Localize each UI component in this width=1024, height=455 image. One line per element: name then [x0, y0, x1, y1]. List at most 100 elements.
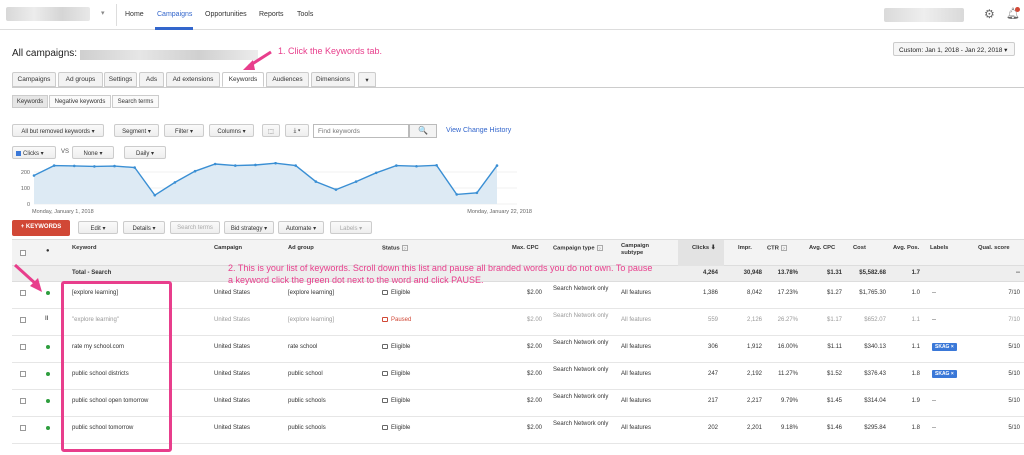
- account-selector[interactable]: [6, 7, 90, 21]
- data-point[interactable]: [72, 164, 76, 168]
- labels-dropdown[interactable]: Labels ▾: [330, 221, 372, 234]
- granularity-dropdown[interactable]: Daily ▾: [124, 146, 166, 159]
- col-campaign-subtype[interactable]: Campaign subtype: [621, 243, 650, 256]
- keyword-cell[interactable]: public school tomorrow: [72, 425, 134, 431]
- edit-dropdown[interactable]: Edit ▾: [78, 221, 118, 234]
- tab-ad-groups[interactable]: Ad groups: [58, 72, 103, 87]
- paused-icon[interactable]: II: [45, 316, 49, 322]
- enabled-status-dot[interactable]: [46, 291, 50, 295]
- data-point[interactable]: [314, 180, 318, 183]
- row-checkbox[interactable]: [20, 371, 26, 377]
- col-ad-group[interactable]: Ad group: [288, 245, 314, 251]
- tab-settings[interactable]: Settings: [104, 72, 137, 87]
- enabled-status-dot[interactable]: [46, 372, 50, 376]
- ad-group-cell[interactable]: rate school: [288, 344, 318, 350]
- speech-bubble-icon[interactable]: [382, 398, 388, 403]
- row-checkbox[interactable]: [20, 317, 26, 323]
- columns-dropdown[interactable]: Columns ▾: [209, 124, 254, 137]
- keyword-search-input[interactable]: Find keywords: [313, 124, 409, 138]
- row-checkbox[interactable]: [20, 425, 26, 431]
- max-cpc-cell[interactable]: $2.00: [526, 290, 542, 296]
- segment-dropdown[interactable]: Segment ▾: [114, 124, 159, 137]
- data-point[interactable]: [153, 193, 157, 197]
- col-labels[interactable]: Labels: [930, 245, 949, 251]
- subtab-search-terms[interactable]: Search terms: [112, 95, 159, 108]
- col-qual-score[interactable]: Qual. score: [978, 245, 1010, 251]
- tab-dimensions[interactable]: Dimensions: [311, 72, 355, 87]
- chart-toggle-icon[interactable]: ⬚: [262, 124, 280, 137]
- search-terms-button[interactable]: Search terms: [170, 221, 220, 234]
- row-checkbox[interactable]: [20, 398, 26, 404]
- tab-more[interactable]: ▾: [358, 72, 376, 87]
- bid-strategy-dropdown[interactable]: Bid strategy ▾: [224, 221, 274, 234]
- add-keywords-button[interactable]: + KEYWORDS: [12, 220, 70, 236]
- enabled-status-dot[interactable]: [46, 399, 50, 403]
- help-icon[interactable]: ?: [401, 245, 408, 251]
- keyword-cell[interactable]: rate my school.com: [72, 344, 125, 350]
- help-icon[interactable]: ?: [780, 245, 787, 251]
- search-icon[interactable]: 🔍: [409, 124, 437, 138]
- data-point[interactable]: [475, 191, 479, 195]
- help-icon[interactable]: ?: [596, 245, 603, 251]
- data-point[interactable]: [234, 164, 237, 167]
- tab-ad-extensions[interactable]: Ad extensions: [166, 72, 220, 87]
- campaign-cell[interactable]: United States: [214, 344, 251, 350]
- col-cost[interactable]: Cost: [853, 245, 866, 251]
- keyword-cell[interactable]: public school districts: [72, 371, 129, 377]
- keyword-cell[interactable]: public school open tomorrow: [72, 398, 149, 404]
- metric1-dropdown[interactable]: Clicks ▾: [12, 146, 56, 159]
- data-point[interactable]: [274, 162, 277, 165]
- keyword-cell[interactable]: "explore learning": [72, 317, 119, 323]
- subtab-keywords[interactable]: Keywords: [12, 95, 48, 108]
- date-range-selector[interactable]: Custom: Jan 1, 2018 - Jan 22, 2018 ▾: [893, 42, 1015, 56]
- max-cpc-cell[interactable]: $2.00: [526, 344, 542, 350]
- campaign-cell[interactable]: United States: [214, 371, 251, 377]
- chevron-down-icon[interactable]: ▾: [101, 10, 105, 17]
- data-point[interactable]: [32, 174, 36, 177]
- data-point[interactable]: [374, 171, 378, 175]
- row-checkbox[interactable]: [20, 290, 26, 296]
- campaign-cell[interactable]: United States: [214, 317, 251, 323]
- col-status[interactable]: Status?: [382, 245, 408, 253]
- nav-home[interactable]: Home: [125, 11, 144, 18]
- ad-group-cell[interactable]: public schools: [288, 425, 326, 431]
- col-campaign-type[interactable]: Campaign type?: [553, 245, 603, 253]
- tab-ads[interactable]: Ads: [139, 72, 164, 87]
- gear-icon[interactable]: ⚙: [984, 7, 995, 21]
- label-badge[interactable]: SKAG ×: [932, 343, 957, 351]
- data-point[interactable]: [334, 188, 338, 191]
- data-point[interactable]: [495, 164, 499, 167]
- ad-group-cell[interactable]: public schools: [288, 398, 326, 404]
- data-point[interactable]: [213, 162, 217, 166]
- speech-bubble-icon[interactable]: [382, 290, 388, 295]
- data-point[interactable]: [93, 165, 96, 168]
- data-point[interactable]: [113, 164, 116, 168]
- speech-bubble-icon[interactable]: [382, 344, 388, 349]
- row-checkbox[interactable]: [20, 344, 26, 350]
- nav-tools[interactable]: Tools: [297, 11, 314, 18]
- data-point[interactable]: [254, 163, 257, 167]
- speech-bubble-icon[interactable]: [382, 371, 388, 376]
- col-avg-cpc[interactable]: Avg. CPC: [809, 245, 836, 251]
- ad-group-cell[interactable]: [explore learning]: [288, 290, 335, 296]
- nav-campaigns[interactable]: Campaigns: [157, 11, 193, 18]
- speech-bubble-icon[interactable]: [382, 425, 388, 430]
- details-dropdown[interactable]: Details ▾: [123, 221, 165, 234]
- keyword-cell[interactable]: [explore learning]: [72, 290, 119, 296]
- col-keyword[interactable]: Keyword: [72, 245, 97, 251]
- nav-opportunities[interactable]: Opportunities: [205, 11, 247, 18]
- data-point[interactable]: [354, 180, 358, 183]
- campaign-cell[interactable]: United States: [214, 290, 251, 296]
- user-account[interactable]: [884, 8, 964, 22]
- speech-bubble-icon[interactable]: [382, 317, 388, 322]
- tab-audiences[interactable]: Audiences: [266, 72, 309, 87]
- data-point[interactable]: [455, 193, 459, 196]
- data-point[interactable]: [133, 166, 136, 169]
- max-cpc-cell[interactable]: $2.00: [526, 371, 542, 377]
- col-ctr[interactable]: CTR?: [767, 245, 787, 253]
- max-cpc-cell[interactable]: $2.00: [526, 398, 542, 404]
- data-point[interactable]: [415, 164, 418, 168]
- col-campaign[interactable]: Campaign: [214, 245, 243, 251]
- data-point[interactable]: [435, 163, 438, 167]
- automate-dropdown[interactable]: Automate ▾: [278, 221, 324, 234]
